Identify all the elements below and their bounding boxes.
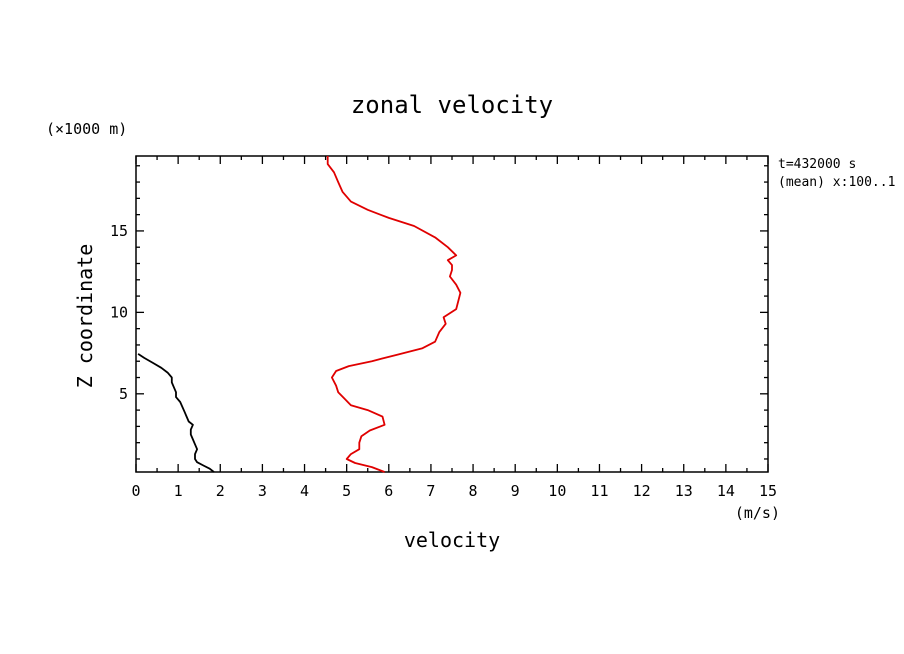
y-tick-label: 10 <box>110 303 128 321</box>
x-tick-label: 15 <box>759 482 777 500</box>
x-tick-label: 2 <box>216 482 225 500</box>
x-tick-label: 11 <box>590 482 608 500</box>
x-tick-label: 0 <box>131 482 140 500</box>
x-tick-label: 13 <box>675 482 693 500</box>
series-lines <box>137 156 462 473</box>
plot-frame <box>135 155 769 473</box>
x-tick-label: 3 <box>258 482 267 500</box>
x-tick-label: 4 <box>300 482 309 500</box>
x-tick-label: 1 <box>174 482 183 500</box>
time-annotation: t=432000 s <box>778 157 856 172</box>
mean-annotation: (mean) x:100..1 <box>778 175 895 190</box>
x-tick-label: 5 <box>342 482 351 500</box>
x-tick-label: 12 <box>633 482 651 500</box>
series-line-2 <box>326 156 462 473</box>
y-tick-label: 15 <box>110 222 128 240</box>
x-axis-unit: (m/s) <box>735 504 780 522</box>
x-tick-label: 8 <box>469 482 478 500</box>
chart-title: zonal velocity <box>351 91 553 119</box>
y-axis-label: Z coordinate <box>73 244 97 389</box>
y-tick-label: 5 <box>119 385 128 403</box>
x-axis-label: velocity <box>404 528 500 552</box>
x-tick-label: 6 <box>384 482 393 500</box>
y-axis-unit: (×1000 m) <box>46 120 127 138</box>
x-tick-label: 14 <box>717 482 735 500</box>
x-tick-label: 7 <box>426 482 435 500</box>
series-line-1 <box>137 353 215 473</box>
x-tick-label: 10 <box>548 482 566 500</box>
x-tick-label: 9 <box>511 482 520 500</box>
